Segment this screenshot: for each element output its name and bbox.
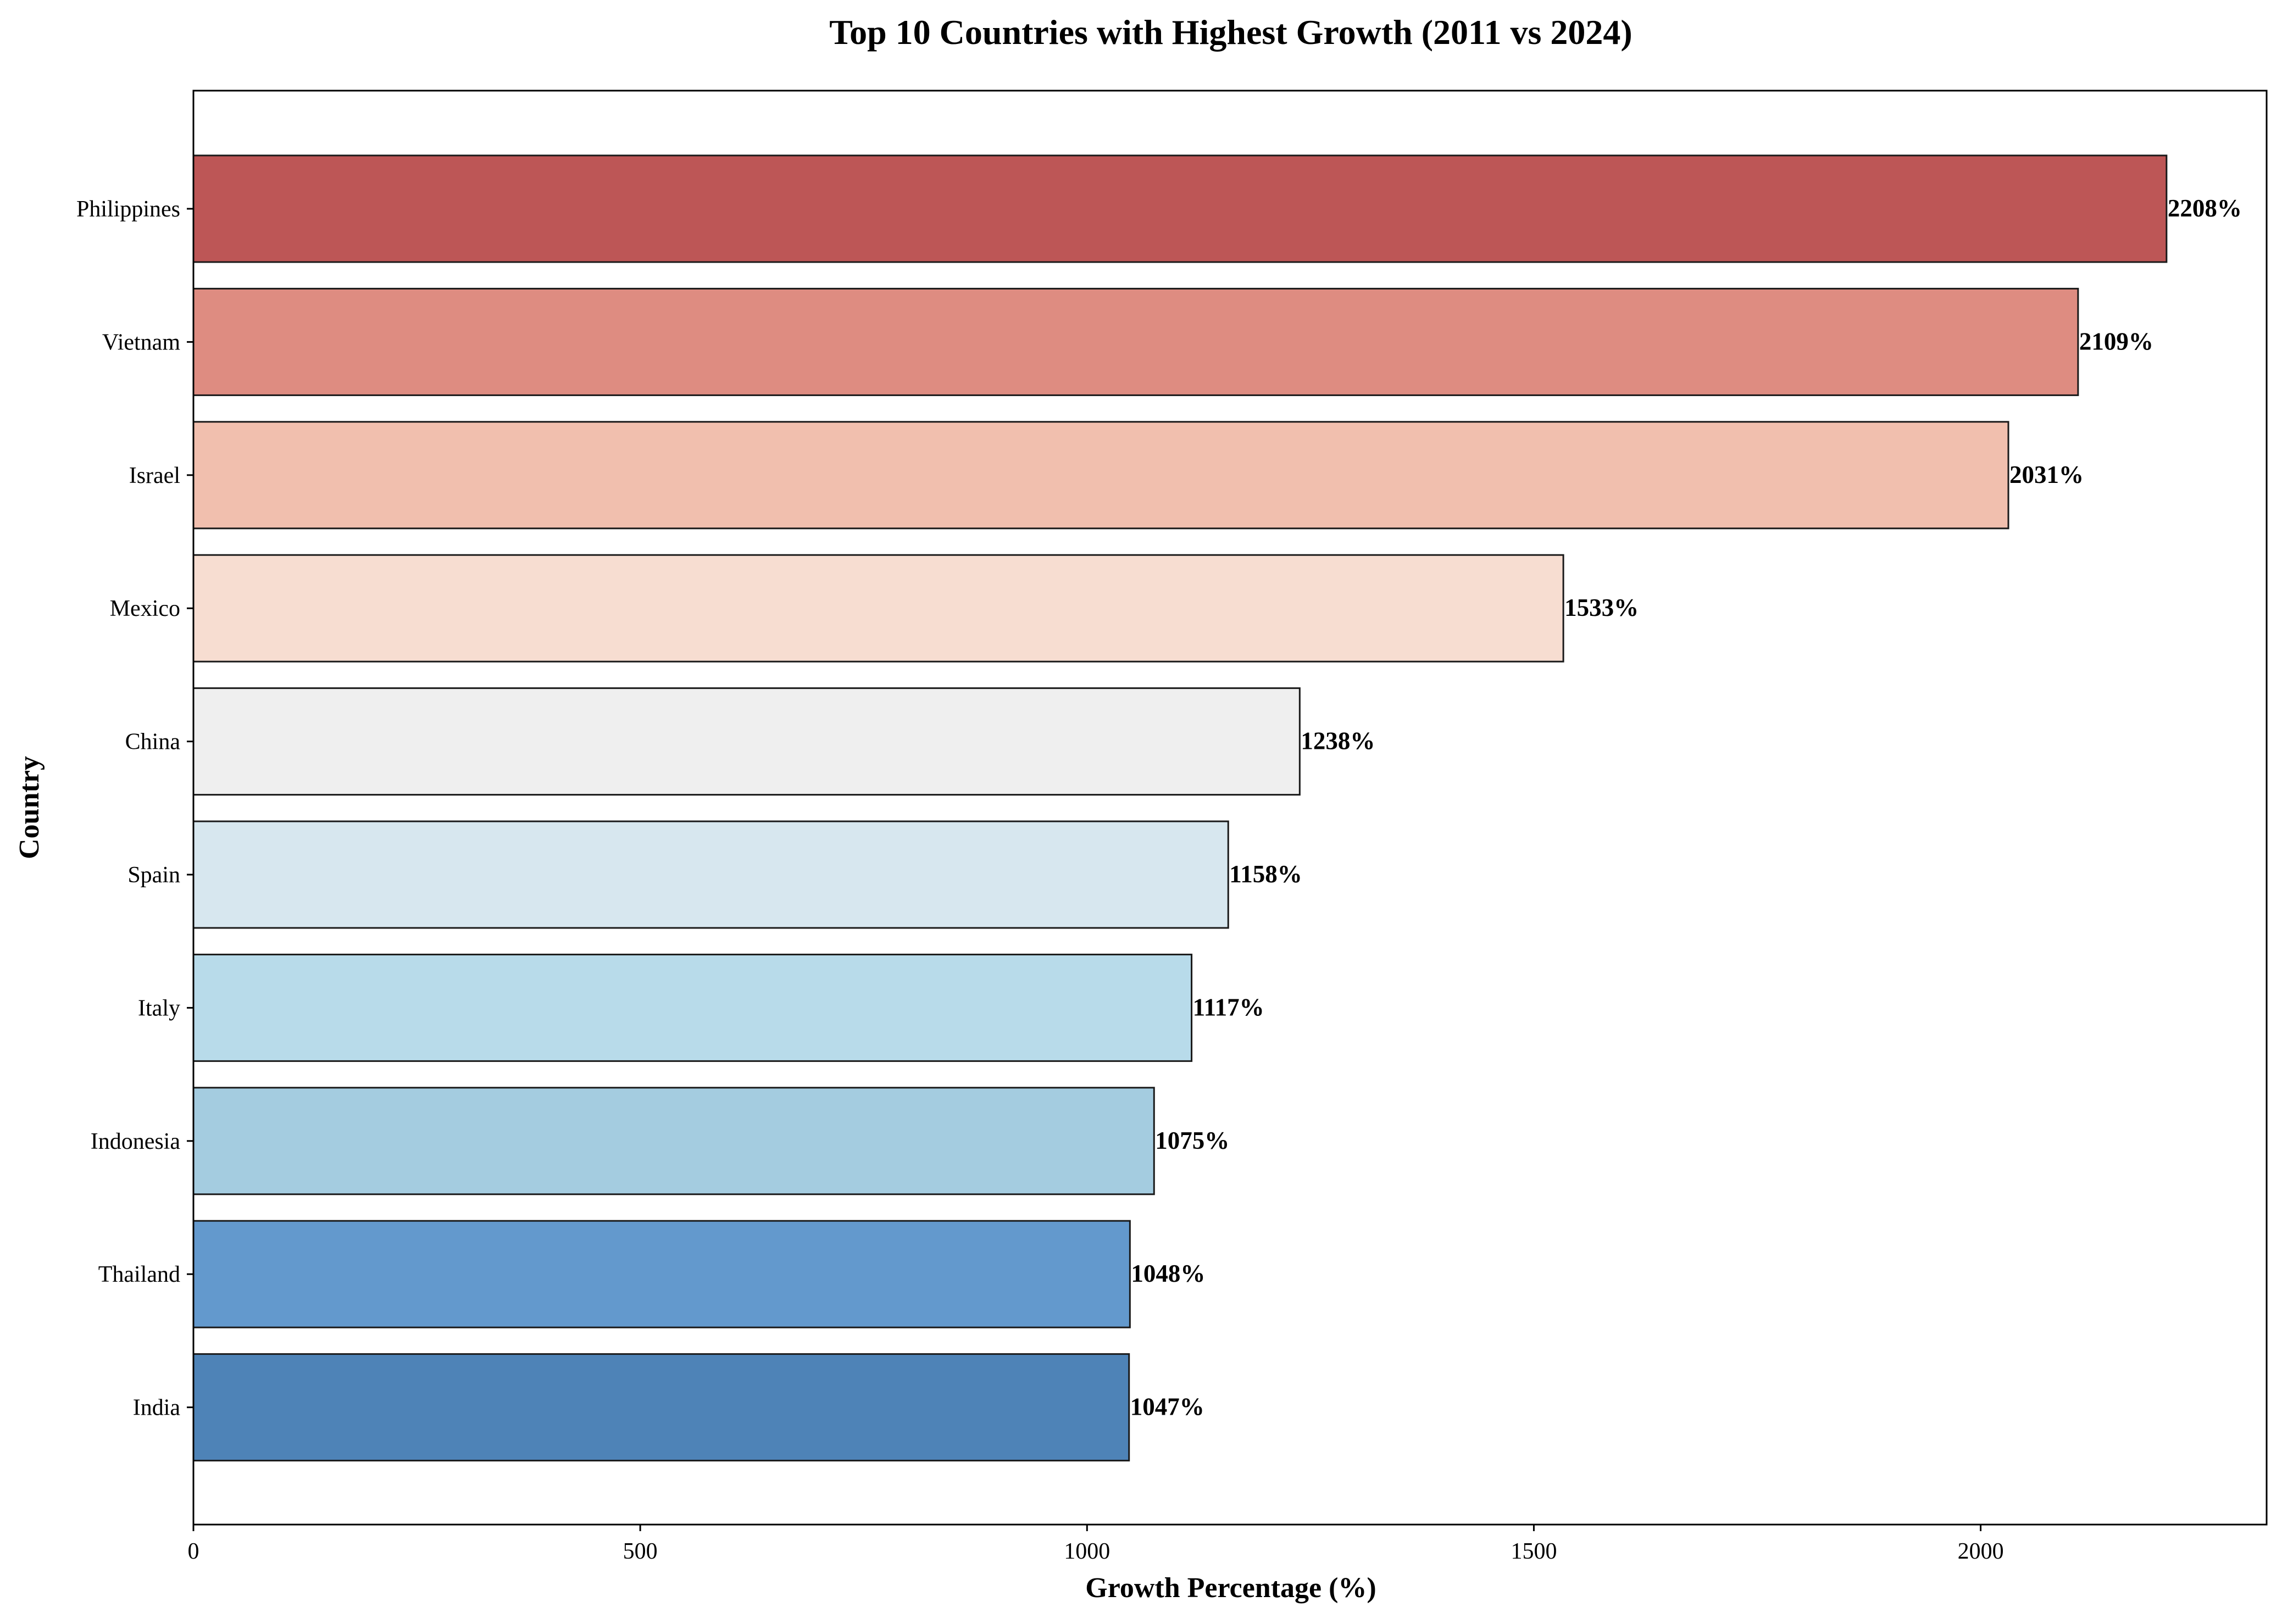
y-tick-label-china: China	[125, 730, 181, 755]
bar-israel	[192, 421, 2009, 530]
y-tick-label-thailand: Thailand	[98, 1262, 180, 1287]
x-tick-label: 2000	[1958, 1539, 2004, 1564]
x-tick-label: 1500	[1511, 1539, 1557, 1564]
bar-spain	[192, 820, 1229, 929]
x-axis-label: Growth Percentage (%)	[1085, 1572, 1376, 1604]
data-label-indonesia: 1075%	[1155, 1127, 1229, 1154]
bar-philippines	[192, 154, 2168, 263]
y-tick-label-spain: Spain	[127, 863, 180, 888]
bar-indonesia	[192, 1087, 1155, 1195]
bar-mexico	[192, 554, 1564, 663]
y-tick-label-mexico: Mexico	[110, 596, 180, 621]
y-tick-label-philippines: Philippines	[76, 197, 180, 222]
y-tick-label-indonesia: Indonesia	[91, 1129, 181, 1154]
bars-layer	[192, 154, 2168, 1462]
data-label-italy: 1117%	[1193, 993, 1264, 1021]
x-tick-label: 0	[188, 1539, 199, 1564]
data-label-india: 1047%	[1130, 1393, 1204, 1421]
bar-india	[192, 1353, 1130, 1462]
bar-vietnam	[192, 287, 2079, 396]
y-tick-label-vietnam: Vietnam	[102, 330, 180, 355]
data-label-thailand: 1048%	[1131, 1260, 1205, 1287]
data-label-mexico: 1533%	[1564, 594, 1639, 621]
x-tick-label: 1000	[1064, 1539, 1110, 1564]
y-axis-label: Country	[14, 756, 45, 859]
y-axis-ticks: Philippines Vietnam Israel Mexico China Spain…	[76, 197, 193, 1421]
bar-china	[192, 687, 1301, 796]
y-tick-label-israel: Israel	[129, 463, 180, 488]
bar-italy	[192, 953, 1193, 1062]
x-axis-ticks: 0 500 1000 1500 2000	[188, 1525, 2004, 1564]
plot-area-frame	[192, 90, 2268, 1526]
x-tick-label: 500	[623, 1539, 658, 1564]
y-tick-label-italy: Italy	[138, 995, 180, 1021]
data-labels-layer: 2208% 2109% 2031% 1533% 1238% 1158% 1117% 1075%…	[1130, 194, 2242, 1421]
bar-thailand	[192, 1220, 1131, 1328]
data-label-israel: 2031%	[2009, 461, 2084, 488]
data-label-philippines: 2208%	[2168, 194, 2242, 222]
data-label-china: 1238%	[1301, 727, 1375, 755]
data-label-spain: 1158%	[1229, 860, 1302, 888]
data-label-vietnam: 2109%	[2079, 327, 2153, 355]
chart-title: Top 10 Countries with Highest Growth (20…	[829, 13, 1632, 52]
y-tick-label-india: India	[133, 1395, 181, 1421]
